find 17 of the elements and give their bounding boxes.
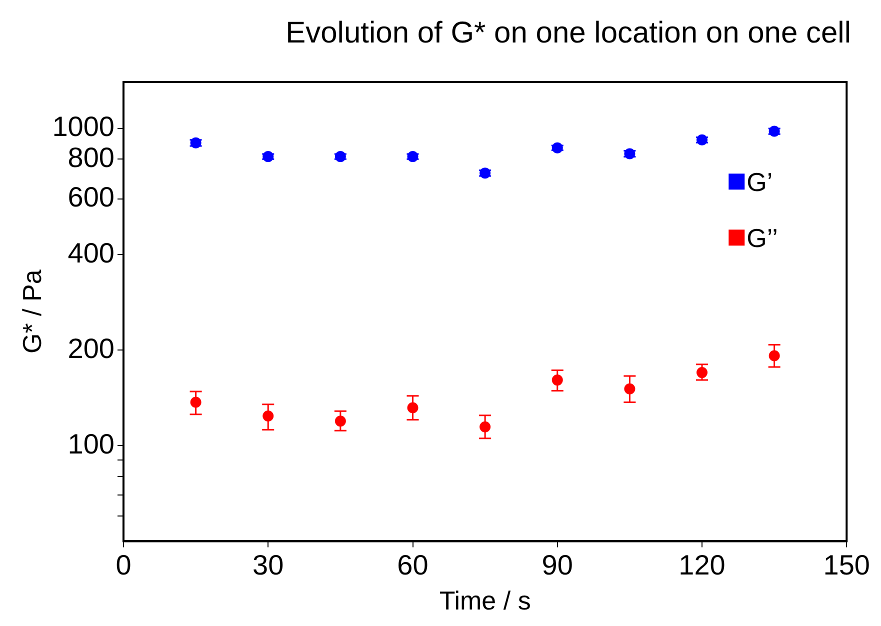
x-tick-label: 150 xyxy=(823,550,870,581)
y-axis-title: G* / Pa xyxy=(16,269,47,354)
legend-label: G’ xyxy=(746,166,773,197)
y-tick-label: 800 xyxy=(68,142,114,173)
x-tick-label: 30 xyxy=(252,550,284,581)
x-axis-title: Time / s xyxy=(439,586,531,616)
y-tick-label: 400 xyxy=(68,237,114,268)
x-tick-label: 0 xyxy=(116,550,132,581)
y-tick-label: 600 xyxy=(68,181,114,212)
x-tick-label: 90 xyxy=(542,550,573,581)
chart-title: Evolution of G* on one location on one cell xyxy=(286,16,851,50)
x-tick-label: 120 xyxy=(678,550,726,581)
legend-label: G’’ xyxy=(746,222,778,253)
y-tick-label: 200 xyxy=(68,332,114,364)
y-tick-label: 1000 xyxy=(52,111,114,142)
x-tick-label: 60 xyxy=(397,550,428,581)
y-tick-label: 100 xyxy=(68,428,114,460)
